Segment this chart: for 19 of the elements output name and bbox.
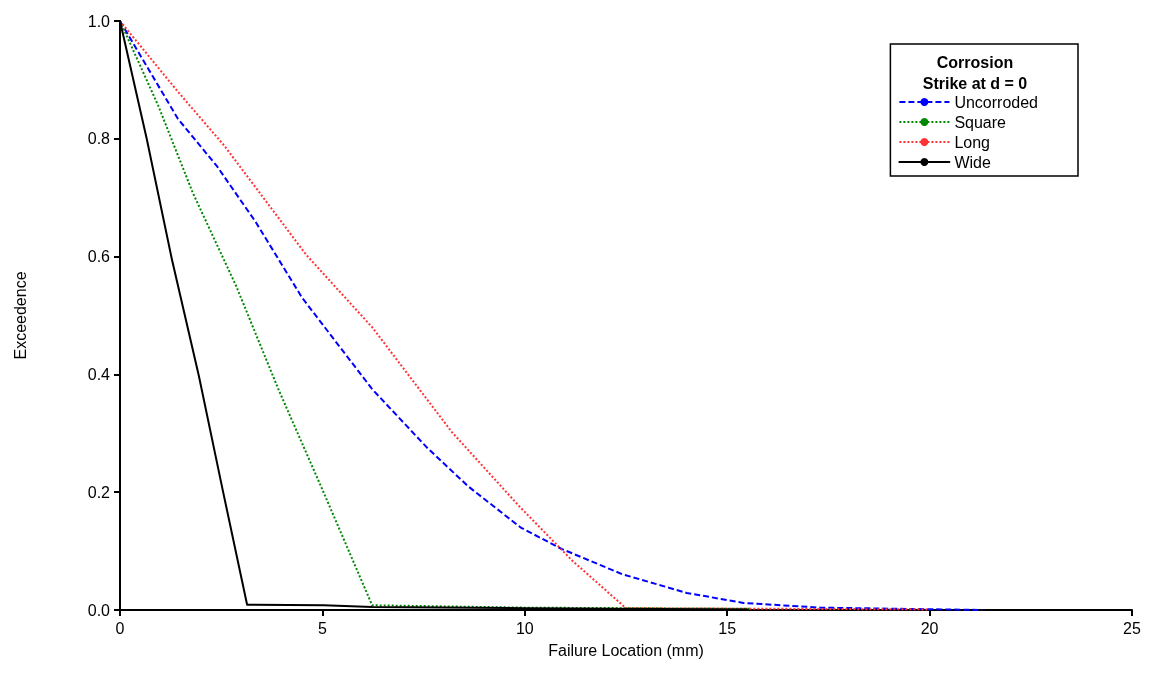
x-tick-label: 20	[920, 619, 939, 637]
y-tick-label: 0.4	[87, 365, 111, 383]
legend-label: Square	[954, 113, 1007, 131]
legend-label: Uncorroded	[954, 93, 1039, 111]
legend-label: Wide	[954, 153, 991, 171]
y-tick-label: 0.0	[87, 601, 111, 619]
x-axis-title: Failure Location (mm)	[548, 641, 704, 659]
legend-label: Long	[954, 133, 990, 151]
x-tick-label: 0	[115, 619, 125, 637]
x-tick-label: 15	[718, 619, 737, 637]
x-tick-label: 10	[515, 619, 534, 637]
x-tick-label: 25	[1123, 619, 1141, 637]
y-tick-label: 1.0	[87, 12, 111, 30]
x-tick-label: 5	[317, 619, 327, 637]
y-axis-title: Exceedence	[11, 271, 29, 360]
y-tick-label: 0.2	[87, 483, 111, 501]
y-tick-label: 0.8	[87, 130, 111, 148]
y-tick-label: 0.6	[87, 248, 111, 266]
legend-title: Corrosion Strike at d = 0	[922, 54, 1028, 92]
